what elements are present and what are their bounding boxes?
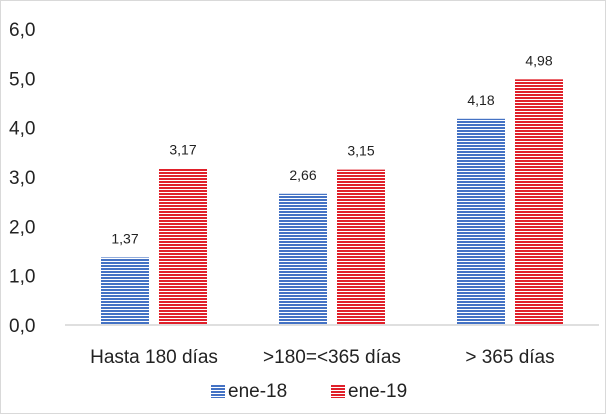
bar-ene-19-2: [515, 79, 563, 325]
y-tick-label: 1,0: [9, 267, 35, 288]
y-tick-label: 5,0: [9, 69, 35, 90]
y-tick-label: 4,0: [9, 119, 35, 140]
legend-label-ene-19: ene-19: [348, 381, 407, 402]
bars-group: [101, 79, 563, 325]
y-axis-tick-labels: 0,0 1,0 2,0 3,0 4,0 5,0 6,0: [9, 20, 35, 337]
y-tick-label: 2,0: [9, 217, 35, 238]
category-label: > 365 días: [465, 347, 554, 368]
bar-ene-19-0: [159, 168, 207, 325]
data-label-ene-18-0: 1,37: [111, 230, 138, 246]
category-labels-group: Hasta 180 días >180=<365 días > 365 días: [90, 347, 555, 368]
bar-ene-18-2: [457, 118, 505, 325]
y-tick-label: 0,0: [9, 316, 35, 337]
bar-ene-19-1: [337, 169, 385, 325]
category-label: >180=<365 días: [263, 347, 401, 368]
bar-ene-18-1: [279, 193, 327, 325]
legend-swatch-ene-18: [211, 384, 225, 398]
legend-swatch-ene-19: [331, 384, 345, 398]
data-label-ene-18-1: 2,66: [289, 167, 316, 183]
data-label-ene-18-2: 4,18: [467, 92, 494, 108]
category-label: Hasta 180 días: [90, 347, 218, 368]
data-label-ene-19-0: 3,17: [169, 142, 196, 158]
legend-label-ene-18: ene-18: [228, 381, 287, 402]
data-label-ene-19-1: 3,15: [347, 143, 374, 159]
data-labels-group: 1,37 3,17 2,66 3,15 4,18 4,98: [111, 52, 552, 246]
data-label-ene-19-2: 4,98: [525, 52, 552, 68]
bar-ene-18-0: [101, 257, 149, 325]
y-tick-label: 6,0: [9, 20, 35, 41]
y-tick-label: 3,0: [9, 168, 35, 189]
legend: ene-18 ene-19: [211, 381, 407, 402]
